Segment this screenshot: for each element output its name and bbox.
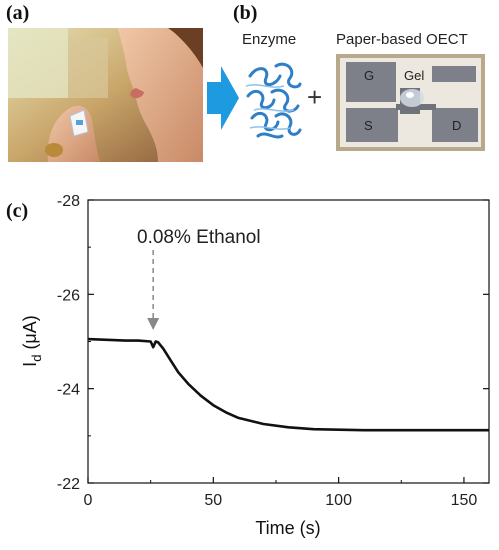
process-arrow-icon: [207, 66, 239, 135]
x-tick-label: 50: [204, 492, 222, 509]
y-axis-label-unit: (μA): [20, 315, 40, 354]
enzyme-caption: Enzyme: [242, 31, 297, 48]
y-axis-label: Id (μA): [20, 315, 44, 367]
panel-label-b: (b): [233, 2, 258, 24]
x-axis-label: Time (s): [255, 518, 320, 538]
x-tick-label: 150: [451, 492, 478, 509]
y-tick-label: -22: [57, 476, 80, 493]
x-tick-label: 0: [84, 492, 93, 509]
annotation-arrowhead-icon: [147, 318, 160, 330]
panel-label-a: (a): [6, 2, 30, 24]
enzyme-structure-icon: [240, 56, 306, 148]
panel-label-c: (c): [6, 200, 29, 222]
y-tick-label: -26: [57, 287, 80, 304]
oect-device-photo: G Gel S D: [336, 54, 485, 151]
gate-label: G: [364, 68, 374, 83]
y-axis-label-main: I: [20, 362, 40, 367]
y-tick-label: -24: [57, 382, 80, 399]
current-trace-line: [87, 337, 489, 432]
source-label: S: [364, 118, 373, 133]
annotation-label: 0.08% Ethanol: [137, 227, 261, 248]
device-caption: Paper-based OECT: [336, 31, 468, 48]
breath-test-photo: [8, 28, 203, 162]
y-tick-label: -28: [57, 193, 80, 210]
y-axis-label-sub: d: [29, 355, 44, 362]
plus-sign: +: [307, 82, 323, 112]
x-tick-label: 100: [325, 492, 352, 509]
gel-label: Gel: [404, 68, 424, 83]
drain-label: D: [452, 118, 461, 133]
